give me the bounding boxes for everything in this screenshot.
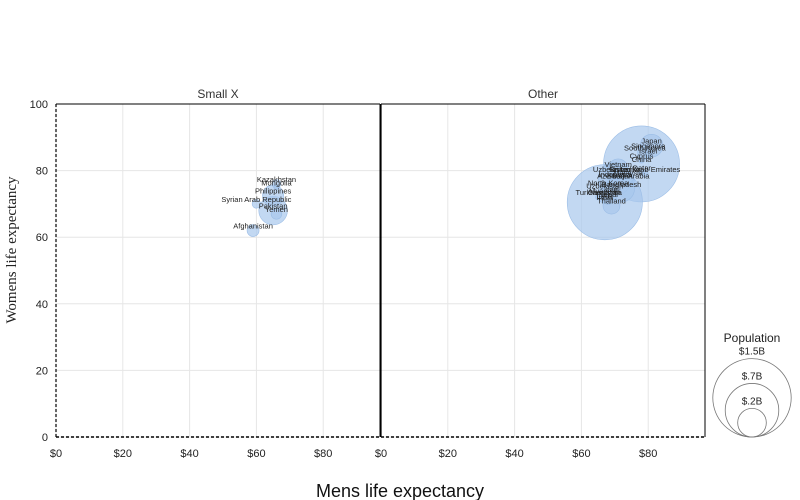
data-point-label: Afghanistan — [233, 222, 273, 231]
x-tick-label: $20 — [439, 448, 457, 460]
legend-label: $.2B — [742, 396, 763, 407]
data-point-label: Cambodia — [588, 188, 623, 197]
data-point[interactable] — [638, 169, 645, 176]
panel-title: Small X — [197, 87, 238, 101]
data-point-label: Qatar — [632, 163, 651, 172]
y-tick-label: 100 — [30, 99, 48, 111]
data-point-label: South Korea — [624, 143, 667, 152]
data-point-label: United Arab Emirates — [609, 165, 680, 174]
data-point[interactable] — [251, 199, 262, 209]
y-tick-label: 20 — [36, 365, 48, 377]
data-point-label: Singapore — [631, 142, 665, 151]
data-point-label: Laos — [597, 192, 614, 201]
x-tick-label: $0 — [50, 448, 62, 460]
data-point-label: Mongolia — [261, 178, 292, 187]
y-tick-label: 40 — [36, 299, 48, 311]
data-point-label: Indonesia — [599, 170, 632, 179]
data-point-label: Yemen — [265, 205, 288, 214]
data-point[interactable] — [595, 194, 601, 201]
x-tick-label: $40 — [505, 448, 523, 460]
data-point-label: Sri Lanka — [609, 165, 642, 174]
x-tick-label: $60 — [247, 448, 265, 460]
data-point-label: Thailand — [597, 197, 626, 206]
y-tick-label: 80 — [36, 166, 48, 178]
data-point-label: Japan — [641, 137, 661, 146]
data-point[interactable] — [645, 147, 652, 154]
data-point-label: Syrian Arab Republic — [221, 195, 291, 204]
legend-circle — [724, 383, 780, 438]
data-point-label: India — [597, 193, 614, 202]
data-point-label: Bangladesh — [602, 180, 642, 189]
data-point-label: Turkmenistan — [576, 188, 621, 197]
y-tick-label: 60 — [36, 232, 48, 244]
data-point-label: Uzbekistan — [586, 182, 623, 191]
data-point[interactable] — [638, 157, 645, 164]
data-point-label: Saudi Arabia — [607, 172, 650, 181]
data-point[interactable] — [270, 208, 283, 220]
x-tick-label: $80 — [639, 448, 657, 460]
data-point-label: Myanmar — [589, 187, 621, 196]
data-point[interactable] — [273, 184, 280, 191]
y-axis-label: Womens life expectancy — [4, 176, 20, 324]
data-point[interactable] — [602, 181, 614, 193]
data-point[interactable] — [619, 168, 630, 179]
data-point-label: Nepal — [598, 190, 618, 199]
data-point[interactable] — [611, 177, 619, 185]
data-point-label: Azerbaijan — [597, 172, 632, 181]
data-point-label: Iraq — [605, 185, 618, 194]
x-tick-label: $80 — [314, 448, 332, 460]
data-point[interactable] — [246, 224, 260, 237]
data-point-label: Kazakhstan — [257, 175, 296, 184]
data-point-label: Philippines — [255, 187, 292, 196]
x-tick-label: $40 — [180, 448, 198, 460]
data-point-label: China — [632, 155, 652, 164]
data-point-label: North Korea — [588, 178, 629, 187]
x-tick-label: $0 — [375, 448, 387, 460]
x-tick-label: $60 — [572, 448, 590, 460]
x-axis-label: Mens life expectancy — [316, 481, 484, 500]
data-point-label: Pakistan — [259, 202, 288, 211]
data-point-label: Malaysia — [613, 168, 643, 177]
data-point-label: Vietnam — [604, 160, 631, 169]
legend-circle — [737, 407, 767, 438]
data-point-label: Israel — [639, 147, 658, 156]
legend-title: Population — [724, 331, 781, 345]
data-point-label: Uzbekistan — [593, 165, 630, 174]
legend-label: $.7B — [742, 371, 763, 382]
data-point-label: Cyprus — [630, 152, 654, 161]
panel-small-x: Small X$0 $20 $40 $60 $80KazakhstanMongoliaP… — [50, 87, 381, 460]
size-legend: Population $1.5B $.7B $.2B — [712, 331, 792, 438]
data-point[interactable] — [601, 197, 608, 204]
x-tick-label: $20 — [114, 448, 132, 460]
panel-title: Other — [528, 87, 558, 101]
legend-label: $1.5B — [739, 347, 765, 358]
y-tick-label: 0 — [42, 432, 48, 444]
